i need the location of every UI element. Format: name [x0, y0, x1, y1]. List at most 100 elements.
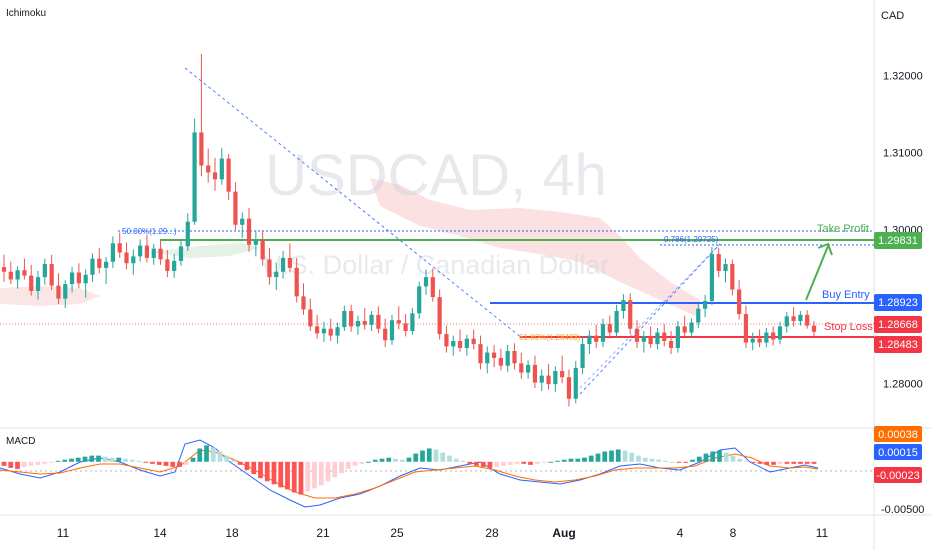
candle-body: [8, 271, 13, 280]
x-tick-label: 28: [485, 526, 499, 540]
candle-body: [682, 326, 687, 333]
candle-body: [240, 218, 245, 225]
candle-body: [764, 332, 769, 343]
macd-bar: [791, 461, 797, 464]
macd-bar: [109, 457, 115, 462]
x-tick-label: 21: [316, 526, 330, 540]
macd-bar: [622, 450, 628, 462]
macd-bar: [467, 461, 473, 464]
candle-body: [614, 310, 619, 333]
candle-body: [519, 363, 524, 373]
macd-bar: [48, 461, 54, 463]
macd-bar: [703, 453, 709, 462]
macd-bar: [710, 451, 716, 462]
candle-body: [662, 332, 667, 342]
macd-bar: [244, 461, 250, 470]
current-price-badge-text: 1.28668: [878, 319, 918, 331]
macd-bar: [278, 461, 284, 488]
fib-50-label: 50.00%(1.29...): [122, 227, 177, 236]
macd-bar: [582, 457, 587, 462]
macd-bar: [588, 455, 594, 462]
candle-body: [730, 264, 735, 290]
indicator-macd-label[interactable]: MACD: [6, 436, 36, 447]
candle-body: [362, 321, 367, 325]
candle-body: [464, 338, 469, 348]
macd-bar: [170, 461, 176, 467]
macd-bar: [629, 452, 635, 462]
macd-bar: [575, 458, 581, 462]
macd-bar: [555, 460, 560, 462]
candle-body: [607, 324, 612, 333]
candle-body: [485, 352, 490, 364]
macd-bar: [386, 457, 392, 462]
candle-body: [103, 261, 109, 268]
macd-bar: [730, 455, 736, 462]
candle-body: [22, 270, 27, 276]
macd-bar: [447, 455, 452, 462]
macd-bar: [399, 459, 405, 462]
candle-body: [498, 357, 504, 366]
take-profit-label: Take Profit: [817, 223, 869, 235]
macd-bar: [784, 461, 790, 464]
x-tick-label: 4: [677, 526, 684, 540]
macd-histogram: [1, 445, 817, 495]
candle-body: [573, 367, 578, 399]
candle-body: [335, 327, 340, 336]
macd-bar: [406, 457, 412, 462]
macd-bar: [750, 461, 756, 463]
candle-body: [151, 248, 156, 258]
candle-body: [314, 326, 320, 334]
macd-y-tick-label: -0.00500: [881, 504, 924, 516]
macd-bar: [163, 461, 169, 466]
candle-body: [566, 377, 572, 399]
candle-body: [777, 326, 783, 340]
candle-body: [560, 371, 565, 378]
macd-bar: [224, 455, 230, 462]
candle-body: [668, 341, 674, 348]
macd-bar: [123, 458, 128, 462]
candle-body: [376, 314, 381, 329]
candle-body: [219, 158, 224, 180]
buy-entry-label: Buy Entry: [822, 289, 870, 301]
macd-bar: [737, 458, 743, 462]
macd-bar: [487, 461, 493, 468]
macd-bar: [69, 458, 74, 462]
take-profit-badge-text: 1.29831: [878, 235, 918, 247]
candle-body: [491, 352, 497, 358]
candle-body: [675, 326, 680, 348]
macd-bar: [642, 457, 648, 462]
x-tick-label: 8: [730, 526, 737, 540]
macd-bar: [258, 461, 263, 479]
candle-body: [655, 332, 660, 345]
ichimoku-cloud-green: [150, 243, 260, 258]
macd-bar: [42, 461, 47, 464]
candle-body: [233, 191, 238, 225]
candle-body: [29, 275, 34, 291]
macd-bar: [636, 455, 641, 462]
candle-body: [811, 325, 817, 332]
candle-body: [328, 328, 333, 336]
indicator-ichimoku-label[interactable]: Ichimoku: [6, 8, 47, 19]
macd-bar: [21, 461, 27, 467]
candle-body: [478, 344, 483, 364]
x-axis: 11 14 18 21 25 28 Aug 4 8 11: [57, 526, 829, 540]
macd-bar: [352, 461, 358, 466]
candle-body: [641, 336, 646, 342]
candle-body: [56, 285, 61, 299]
candle-body: [192, 132, 197, 222]
macd-bar: [264, 461, 270, 482]
macd-bar: [136, 460, 142, 462]
macd-badge-mid-text: 0.00015: [878, 447, 918, 459]
macd-bar: [420, 450, 425, 462]
macd-line: [0, 439, 819, 508]
macd-bar: [514, 461, 520, 464]
x-tick-label: 14: [153, 526, 167, 540]
candle-body: [383, 328, 388, 341]
macd-bar: [298, 461, 304, 495]
y-tick-label: 1.28000: [883, 378, 923, 390]
macd-bar: [804, 461, 810, 464]
candle-body: [716, 254, 721, 271]
macd-bar: [480, 461, 486, 467]
